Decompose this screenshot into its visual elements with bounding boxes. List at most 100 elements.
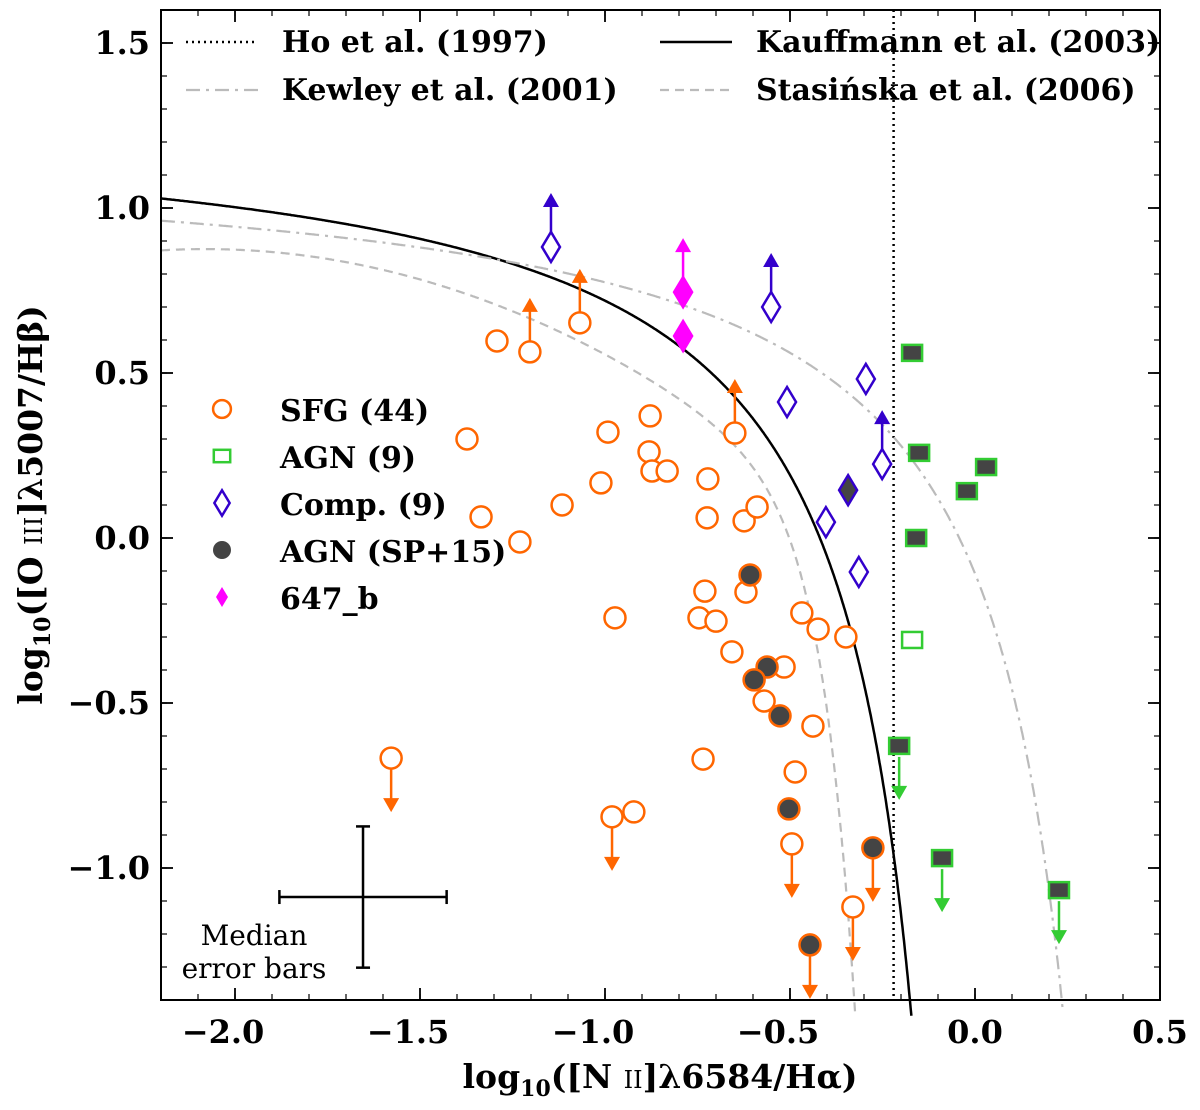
legend-line-label: Kauffmann et al. (2003) bbox=[756, 25, 1160, 60]
y-axis-label: log10([O III]λ5007/Hβ) bbox=[11, 305, 56, 705]
data-point bbox=[780, 832, 804, 898]
legend-marker-entry: AGN (SP+15) bbox=[213, 535, 506, 570]
data-point bbox=[907, 443, 931, 463]
agn-sp15-square bbox=[955, 481, 979, 501]
legend-marker-label: SFG (44) bbox=[280, 394, 429, 429]
data-point bbox=[600, 805, 624, 871]
sfg-circle bbox=[695, 506, 719, 530]
kauffmann-curve bbox=[161, 197, 913, 1016]
line-legend: Ho et al. (1997) Kauffmann et al. (2003) K… bbox=[186, 25, 1160, 108]
data-point bbox=[900, 343, 924, 363]
sfg-circle bbox=[518, 340, 542, 364]
data-point bbox=[589, 471, 613, 495]
sfg-circle bbox=[603, 606, 627, 630]
legend-filled-circle-icon bbox=[213, 541, 231, 559]
legend-marker-label: 647_b bbox=[280, 582, 379, 617]
agn-sp15-square bbox=[974, 457, 998, 477]
data-point bbox=[848, 554, 870, 590]
agn-sp15-circle bbox=[861, 836, 885, 860]
data-point bbox=[955, 481, 979, 501]
upper-limit-arrow-icon bbox=[801, 984, 818, 999]
sfg-circle bbox=[720, 640, 744, 664]
data-point bbox=[693, 579, 717, 603]
sfg-circle bbox=[780, 832, 804, 856]
lower-limit-arrow-icon bbox=[874, 410, 891, 425]
sfg-circle bbox=[508, 530, 532, 554]
data-point bbox=[745, 495, 769, 519]
sfg-circle bbox=[745, 495, 769, 519]
sfg-circle bbox=[638, 404, 662, 428]
data-point bbox=[904, 528, 928, 548]
x-tick-label: −1.0 bbox=[552, 1013, 634, 1051]
data-point bbox=[603, 606, 627, 630]
comp-diamond bbox=[848, 554, 870, 590]
agn-sp15-circle bbox=[768, 704, 792, 728]
upper-limit-arrow-icon bbox=[864, 887, 881, 902]
upper-limit-arrow-icon bbox=[934, 898, 951, 913]
legend-marker-entry: AGN (9) bbox=[212, 441, 416, 476]
agn-sp15-circle bbox=[738, 563, 762, 587]
legend-marker-label: AGN (9) bbox=[279, 441, 416, 476]
agn-square bbox=[212, 448, 232, 464]
data-point bbox=[568, 268, 592, 335]
y-tick-label: −1.0 bbox=[68, 849, 150, 887]
comp-diamond bbox=[815, 504, 837, 540]
sfg-circle bbox=[834, 625, 858, 649]
agn-sp15-diamond bbox=[837, 472, 859, 508]
647b-diamond bbox=[672, 318, 694, 354]
x-tick-label: −0.5 bbox=[737, 1013, 819, 1051]
sfg-circle bbox=[211, 398, 233, 420]
annotation-line-2: error bars bbox=[182, 952, 327, 985]
data-point bbox=[930, 848, 954, 913]
upper-limit-arrow-icon bbox=[844, 946, 861, 961]
x-tick-label: 0.0 bbox=[947, 1013, 1003, 1051]
data-point bbox=[801, 714, 825, 738]
data-points bbox=[379, 192, 1071, 999]
data-point bbox=[861, 836, 885, 902]
sfg-circle bbox=[801, 714, 825, 738]
sfg-circle bbox=[655, 459, 679, 483]
sfg-circle bbox=[704, 609, 728, 633]
sfg-circle bbox=[783, 760, 807, 784]
x-tick-label: 0.5 bbox=[1132, 1013, 1188, 1051]
marker-legend: SFG (44) AGN (9) Comp. (9) AGN (SP+15) 647_b bbox=[211, 394, 506, 617]
data-point bbox=[900, 630, 924, 650]
agn-sp15-square bbox=[887, 736, 911, 756]
comp-diamond bbox=[540, 229, 562, 265]
legend-marker-entry: Comp. (9) bbox=[212, 487, 447, 523]
sfg-circle bbox=[455, 427, 479, 451]
data-point bbox=[723, 379, 747, 445]
axis-ticks: −2.0 −1.5 −1.0 −0.5 0.0 0.5 −1.0 −0.5 0.0 0.5 1.0 1… bbox=[68, 9, 1188, 1051]
agn-sp15-circle bbox=[777, 797, 801, 821]
sfg-circle bbox=[469, 505, 493, 529]
comp-diamond bbox=[212, 487, 232, 519]
agn-sp15-square bbox=[900, 343, 924, 363]
legend-marker-label: AGN (SP+15) bbox=[279, 535, 506, 570]
data-point bbox=[806, 617, 830, 641]
sfg-circle bbox=[600, 805, 624, 829]
legend-marker-entry: SFG (44) bbox=[211, 394, 429, 429]
agn-square bbox=[900, 630, 924, 650]
sfg-circle bbox=[691, 747, 715, 771]
sfg-circle bbox=[637, 440, 661, 464]
data-point bbox=[777, 797, 801, 821]
legend-line-label: Ho et al. (1997) bbox=[282, 25, 548, 60]
data-point bbox=[834, 625, 858, 649]
stasinska-curve bbox=[160, 248, 857, 1014]
upper-limit-arrow-icon bbox=[383, 798, 400, 813]
x-tick-label: −2.0 bbox=[182, 1013, 264, 1051]
data-point bbox=[695, 506, 719, 530]
data-point bbox=[518, 297, 542, 364]
sfg-circle bbox=[790, 601, 814, 625]
data-point bbox=[738, 563, 762, 587]
data-point bbox=[672, 318, 694, 354]
x-tick-label: −1.5 bbox=[367, 1013, 449, 1051]
sfg-circle bbox=[379, 746, 403, 770]
x-axis-label: log10([N II]λ6584/Hα) bbox=[463, 1057, 858, 1102]
legend-diamond-icon bbox=[216, 587, 228, 607]
y-tick-label: 0.0 bbox=[94, 519, 150, 557]
upper-limit-arrow-icon bbox=[783, 883, 800, 898]
comp-diamond bbox=[760, 289, 782, 325]
median-error-bar bbox=[278, 825, 448, 969]
sfg-circle bbox=[696, 467, 720, 491]
